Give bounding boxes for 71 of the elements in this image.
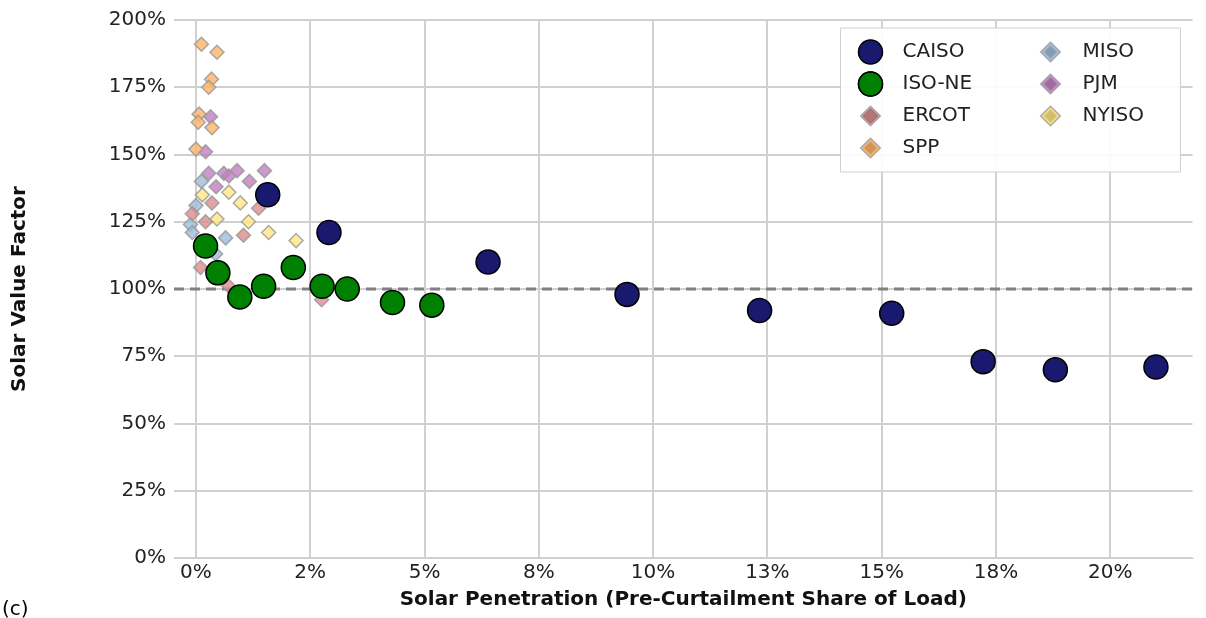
point — [334, 276, 361, 302]
point — [309, 273, 335, 300]
point — [250, 273, 277, 300]
point — [221, 184, 237, 200]
legend-label: ERCOT — [902, 102, 971, 127]
point — [188, 141, 204, 157]
x-tick-label: 10% — [630, 559, 676, 584]
point — [192, 233, 219, 259]
point — [192, 259, 209, 276]
legend-label: CAISO — [902, 38, 965, 63]
point — [217, 230, 234, 246]
point — [316, 219, 342, 246]
point — [221, 168, 237, 184]
y-tick-label: 50% — [121, 409, 166, 434]
point — [260, 224, 277, 241]
point — [197, 214, 214, 230]
point — [227, 284, 253, 310]
point — [209, 44, 225, 61]
point — [209, 211, 225, 227]
legend-label: SPP — [902, 134, 940, 159]
point — [235, 227, 252, 243]
x-tick-label: 13% — [745, 559, 790, 584]
point — [184, 205, 201, 222]
y-tick-label: 125% — [108, 207, 166, 232]
point — [193, 173, 210, 190]
y-tick-label: 200% — [108, 6, 166, 31]
point — [475, 249, 501, 275]
legend-label: NYISO — [1082, 102, 1145, 127]
point — [240, 214, 257, 230]
point — [232, 195, 249, 211]
y-tick-label: 100% — [108, 275, 166, 300]
point — [241, 173, 258, 190]
point — [379, 289, 406, 316]
point — [288, 232, 304, 249]
point — [184, 224, 201, 241]
y-tick-label: 150% — [108, 140, 166, 165]
x-tick-label: 0% — [180, 559, 212, 584]
x-tick-label: 8% — [522, 559, 555, 584]
point — [1042, 356, 1069, 383]
legend-label: ISO-NE — [902, 70, 973, 95]
y-axis-title: Solar Value Factor — [6, 185, 31, 392]
point — [204, 119, 220, 136]
x-tick-label: 2% — [294, 559, 327, 584]
x-axis-title: Solar Penetration (Pre-Curtailment Share of Load) — [399, 586, 967, 611]
legend-label: PJM — [1082, 70, 1118, 95]
legend-label: MISO — [1082, 38, 1135, 63]
point — [256, 162, 273, 179]
y-tick-label: 175% — [108, 73, 166, 98]
point — [878, 300, 905, 326]
x-tick-label: 5% — [408, 559, 441, 584]
point — [254, 182, 281, 208]
y-tick-label: 25% — [121, 476, 166, 501]
point — [419, 292, 445, 318]
point — [194, 187, 211, 203]
x-tick-label: 20% — [1087, 559, 1133, 584]
x-tick-label: 15% — [859, 559, 904, 584]
point — [280, 254, 307, 281]
point — [614, 281, 640, 308]
point — [200, 79, 217, 95]
point — [193, 36, 210, 52]
point — [208, 179, 224, 195]
point — [1143, 354, 1169, 380]
point — [205, 260, 231, 286]
point — [970, 348, 996, 375]
point — [746, 297, 773, 324]
point — [200, 165, 217, 182]
y-tick-label: 75% — [121, 342, 166, 367]
point — [190, 114, 206, 130]
point — [204, 195, 220, 211]
x-tick-label: 18% — [973, 559, 1019, 584]
text: (c) — [2, 596, 29, 618]
